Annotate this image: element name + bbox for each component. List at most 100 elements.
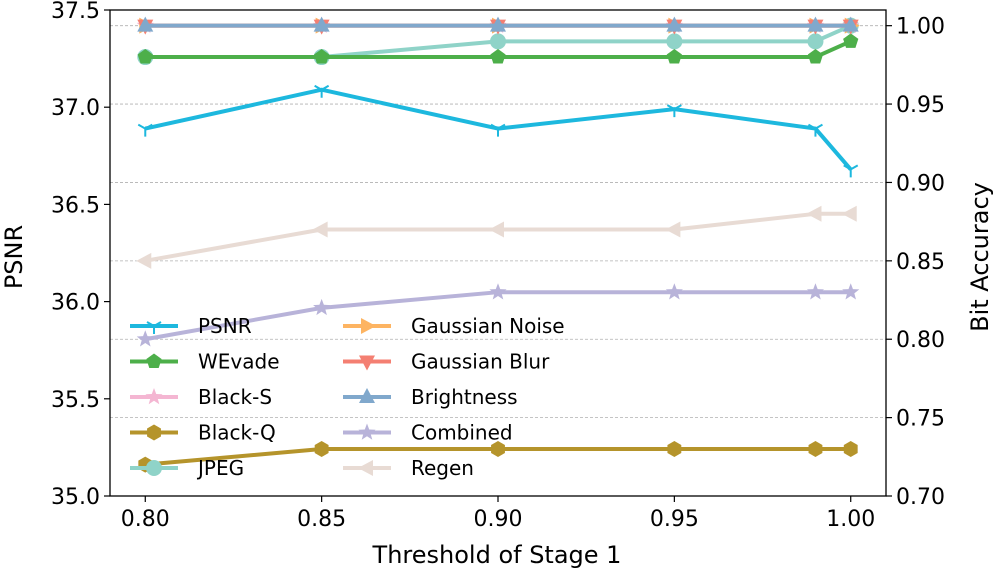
point-black-q <box>314 440 329 457</box>
left-y-tick-label: 37.0 <box>51 96 100 121</box>
right-y-tick-label: 0.80 <box>896 328 945 353</box>
point-psnr <box>314 84 330 98</box>
legend-label: Brightness <box>411 385 518 409</box>
point-black-q <box>808 440 823 457</box>
point-brightness <box>313 16 330 32</box>
right-y-tick-label: 0.70 <box>896 485 945 510</box>
series-black-q <box>138 440 858 473</box>
point-black-q <box>667 440 682 457</box>
axes: 0.80 0.85 0.90 0.95 1.00 35.0 35.5 36.0 36.5 37.0… <box>51 0 945 532</box>
legend-marker-psnr <box>146 321 162 334</box>
legend-marker-black-q <box>147 424 161 441</box>
right-axis-title: Bit Accuracy <box>966 182 994 332</box>
legend-marker-gaussian-noise <box>361 318 376 334</box>
legend-item-jpeg: JPEG <box>130 456 244 480</box>
series-brightness <box>137 16 859 32</box>
right-y-tick-label: 0.75 <box>896 407 945 432</box>
left-y-tick-label: 35.5 <box>51 388 100 413</box>
point-wevade <box>843 33 859 48</box>
point-combined <box>806 283 825 300</box>
point-regen <box>136 252 152 269</box>
legend-item-psnr: PSNR <box>130 314 252 338</box>
legend-label: WEvade <box>198 350 280 374</box>
point-combined <box>313 298 331 316</box>
point-combined <box>136 330 154 347</box>
x-tick-label: 1.00 <box>826 507 875 532</box>
point-brightness <box>842 16 859 32</box>
series-regen <box>136 205 857 269</box>
legend-marker-wevade <box>146 353 162 368</box>
legend-label: Gaussian Noise <box>411 314 565 338</box>
point-wevade <box>807 49 824 64</box>
x-tick-label: 0.95 <box>650 507 699 532</box>
legend-label: Regen <box>411 456 474 480</box>
legend: PSNR WEvade Black-S Black-Q JPEG Gaussian Noi… <box>130 314 565 480</box>
left-y-tick-label: 35.0 <box>51 485 100 510</box>
point-wevade <box>490 49 506 64</box>
point-regen <box>841 205 857 222</box>
point-wevade <box>314 49 330 64</box>
series-line-combined <box>144 290 851 342</box>
point-combined <box>842 283 860 300</box>
series-layer <box>136 16 860 473</box>
legend-marker-jpeg <box>146 460 162 476</box>
x-tick-label: 0.85 <box>297 507 346 532</box>
x-tick-label: 0.90 <box>474 507 523 532</box>
point-wevade <box>666 49 682 64</box>
legend-item-combined: Combined <box>343 421 513 445</box>
legend-label: Black-S <box>198 385 272 409</box>
point-combined <box>665 283 683 300</box>
legend-item-black-s: Black-S <box>130 385 272 409</box>
series-psnr <box>137 84 859 178</box>
legend-marker-combined <box>358 423 376 440</box>
point-brightness <box>137 16 154 32</box>
left-y-tick-label: 36.0 <box>51 291 100 316</box>
left-y-tick-label: 36.5 <box>51 193 100 218</box>
legend-marker-regen <box>358 460 373 476</box>
point-regen <box>665 221 681 238</box>
series-line-psnr <box>144 87 853 171</box>
point-regen <box>312 221 328 238</box>
point-brightness <box>490 16 506 32</box>
left-y-tick-label: 37.5 <box>51 0 100 24</box>
point-black-q <box>491 440 505 457</box>
point-combined <box>489 283 507 300</box>
legend-item-regen: Regen <box>343 456 474 480</box>
point-jpeg <box>490 33 506 50</box>
series-wevade <box>137 33 859 64</box>
x-axis-title: Threshold of Stage 1 <box>372 541 622 569</box>
legend-item-brightness: Brightness <box>343 385 518 409</box>
right-y-tick-label: 0.95 <box>896 93 945 118</box>
point-black-q <box>843 440 858 457</box>
legend-label: JPEG <box>196 456 244 480</box>
legend-label: PSNR <box>198 314 252 338</box>
legend-marker-gaussian-blur <box>359 355 375 371</box>
point-psnr <box>666 104 682 118</box>
point-jpeg <box>807 33 824 50</box>
right-y-tick-label: 0.90 <box>896 171 945 196</box>
series-line-regen <box>144 211 851 263</box>
legend-label: Gaussian Blur <box>411 350 550 374</box>
point-psnr <box>137 123 153 137</box>
legend-item-gaussian-blur: Gaussian Blur <box>343 350 550 374</box>
point-brightness <box>807 16 824 32</box>
right-y-tick-label: 0.85 <box>896 250 945 275</box>
right-y-tick-label: 1.00 <box>896 15 945 40</box>
left-axis-title: PSNR <box>0 225 28 289</box>
x-tick-label: 0.80 <box>121 507 170 532</box>
point-regen <box>806 205 822 222</box>
point-psnr <box>807 123 823 137</box>
legend-item-wevade: WEvade <box>130 350 280 374</box>
legend-marker-black-s <box>145 388 163 405</box>
point-psnr <box>843 164 859 178</box>
legend-label: Black-Q <box>198 421 276 445</box>
series-combined <box>136 283 860 347</box>
legend-marker-brightness <box>359 388 375 403</box>
legend-label: Combined <box>411 421 513 445</box>
point-brightness <box>666 16 683 32</box>
point-wevade <box>137 49 153 64</box>
point-jpeg <box>666 33 683 50</box>
point-regen <box>489 221 504 238</box>
legend-item-black-q: Black-Q <box>130 421 276 445</box>
